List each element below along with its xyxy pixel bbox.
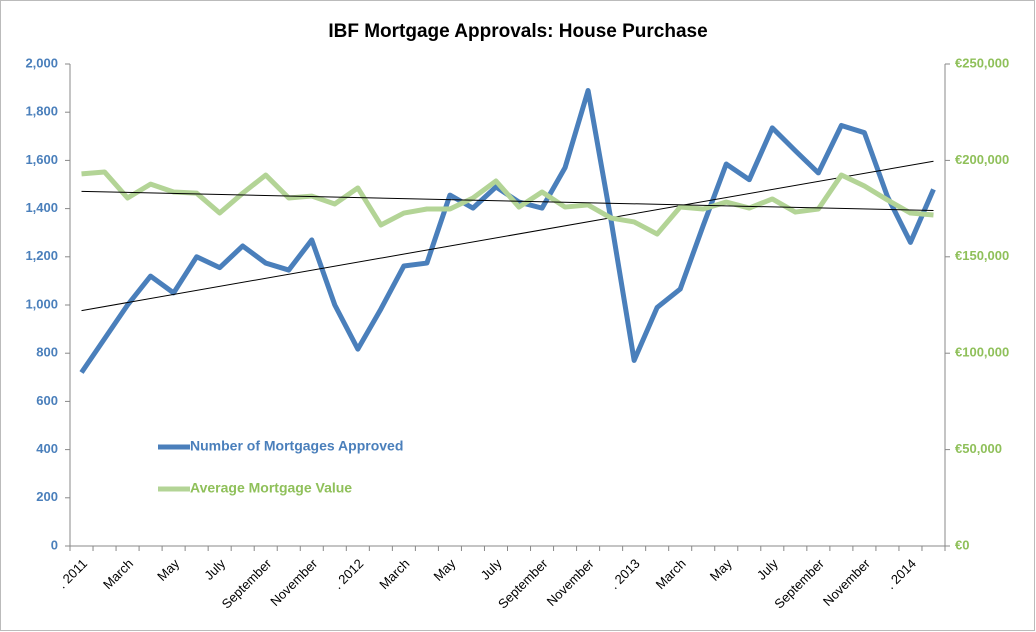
- y-tick-label: 1,400: [25, 200, 58, 215]
- trendline: [81, 160, 934, 312]
- chart-title: IBF Mortgage Approvals: House Purchase: [328, 21, 707, 42]
- y-tick-label: 600: [36, 393, 58, 408]
- y-tick-label: 400: [36, 441, 58, 456]
- y-tick-label: 2,000: [25, 55, 58, 70]
- y-tick-label: 1,200: [25, 248, 58, 263]
- y2-tick-label: €50,000: [955, 441, 1002, 456]
- y-tick-label: 800: [36, 345, 58, 360]
- legend-label: Number of Mortgages Approved: [190, 438, 403, 454]
- trendline: [81, 190, 934, 212]
- y2-tick-label: €150,000: [955, 248, 1009, 263]
- y-tick-label: 1,000: [25, 296, 58, 311]
- y2-tick-label: €200,000: [955, 152, 1009, 167]
- y-tick-label: 1,600: [25, 152, 58, 167]
- y-tick-label: 1,800: [25, 104, 58, 119]
- legend-label: Average Mortgage Value: [190, 480, 352, 496]
- y-tick-label: 0: [51, 537, 58, 552]
- y2-tick-label: €250,000: [955, 55, 1009, 70]
- y2-tick-label: €0: [955, 537, 969, 552]
- y2-tick-label: €100,000: [955, 345, 1009, 360]
- y-tick-label: 200: [36, 489, 58, 504]
- series-line: [81, 169, 934, 237]
